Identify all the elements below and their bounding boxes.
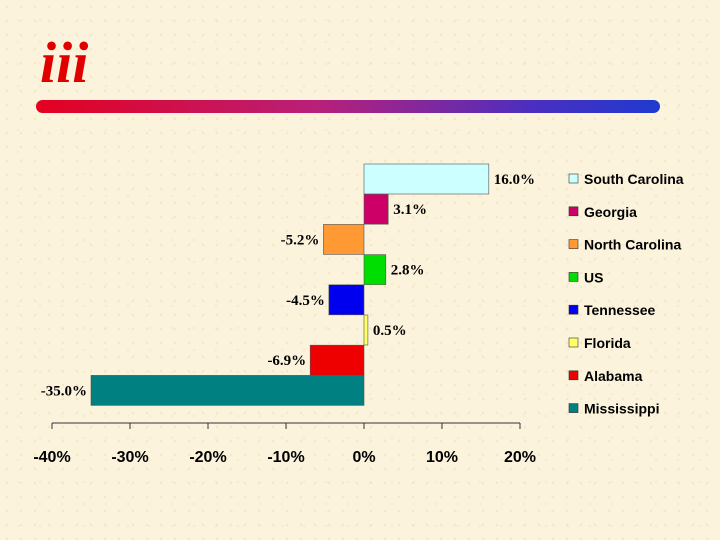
bar-us [363, 254, 387, 285]
x-tick-label: 10% [426, 449, 458, 466]
value-label-north-carolina: -5.2% [281, 232, 320, 248]
value-label-georgia: 3.1% [393, 202, 427, 218]
x-tick-label: -30% [111, 449, 148, 466]
bar-mississippi [90, 375, 365, 406]
x-tick-label: -20% [189, 449, 226, 466]
legend-swatch-tennessee [568, 304, 579, 315]
legend-swatch-south-carolina [568, 173, 579, 184]
legend-swatch-alabama [568, 370, 579, 381]
legend-swatch-georgia [568, 206, 579, 217]
value-label-south-carolina: 16.0% [494, 172, 535, 188]
bar-georgia [363, 193, 389, 225]
bar-florida [363, 314, 369, 346]
legend-label-north-carolina: North Carolina [584, 237, 681, 253]
value-labels-group: 16.0% 3.1% -5.2% 2.8% -4.5% 0.5% -6.9% -35.0% [41, 172, 535, 399]
x-axis: -40% -30% -20% -10% 0% 10% 20% [33, 422, 536, 466]
bars-group [90, 163, 490, 406]
value-label-us: 2.8% [391, 263, 425, 279]
logo: iii [40, 30, 88, 94]
bar-north-carolina [323, 224, 365, 255]
logo-text: iii [40, 30, 88, 94]
legend-label-south-carolina: South Carolina [584, 171, 684, 187]
bar-south-carolina [363, 163, 490, 195]
legend-swatch-us [568, 272, 579, 282]
legend-label-georgia: Georgia [584, 204, 637, 220]
x-tick-label: 0% [352, 449, 375, 466]
legend-label-tennessee: Tennessee [584, 302, 656, 318]
x-tick-label: -10% [267, 449, 304, 466]
legend-label-us: US [584, 269, 603, 285]
legend-swatch-mississippi [568, 403, 579, 413]
value-label-florida: 0.5% [373, 323, 407, 339]
value-label-tennessee: -4.5% [286, 293, 325, 309]
legend-label-alabama: Alabama [584, 368, 643, 384]
legend-swatch-florida [568, 337, 579, 348]
x-tick-label: 20% [504, 449, 536, 466]
bar-alabama [309, 344, 365, 376]
legend-swatch-north-carolina [568, 239, 579, 249]
value-label-alabama: -6.9% [267, 353, 306, 369]
value-label-mississippi: -35.0% [41, 383, 87, 399]
legend-label-florida: Florida [584, 335, 631, 351]
legend: South Carolina Georgia North Carolina US Ten… [568, 171, 684, 417]
x-tick-label: -40% [33, 449, 70, 466]
title-divider [36, 100, 660, 113]
legend-label-mississippi: Mississippi [584, 401, 659, 417]
bar-tennessee [328, 284, 365, 316]
